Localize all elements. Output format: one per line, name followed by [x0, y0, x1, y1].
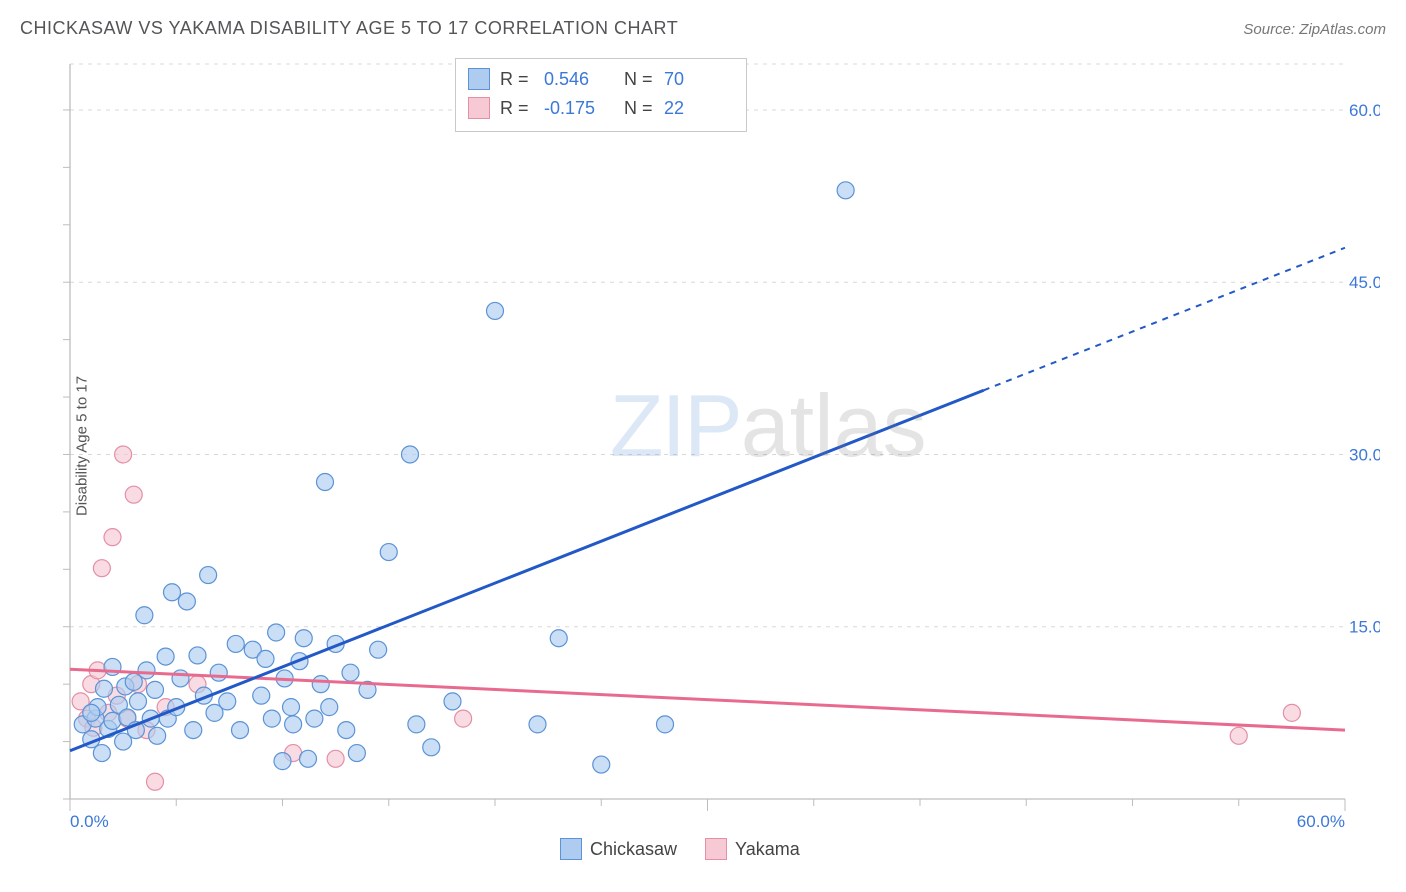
point-chickasaw	[232, 722, 249, 739]
point-chickasaw	[423, 739, 440, 756]
series-legend: Chickasaw Yakama	[560, 838, 800, 860]
point-chickasaw	[342, 664, 359, 681]
n-label: N =	[624, 94, 654, 123]
point-chickasaw	[487, 302, 504, 319]
point-chickasaw	[306, 710, 323, 727]
legend-swatch	[560, 838, 582, 860]
legend-swatch	[468, 97, 490, 119]
scatter-chart-svg: 0.0% 60.0% 15.0% 30.0% 45.0% 60.0%	[50, 52, 1380, 832]
point-chickasaw	[157, 648, 174, 665]
point-chickasaw	[312, 676, 329, 693]
point-chickasaw	[550, 630, 567, 647]
point-chickasaw	[83, 704, 100, 721]
source-name: ZipAtlas.com	[1299, 21, 1386, 38]
series-legend-item: Yakama	[705, 838, 800, 860]
point-chickasaw	[219, 693, 236, 710]
chart-title: CHICKASAW VS YAKAMA DISABILITY AGE 5 TO …	[20, 18, 678, 39]
point-chickasaw	[138, 662, 155, 679]
point-yakama	[1283, 704, 1300, 721]
point-chickasaw	[185, 722, 202, 739]
point-yakama	[104, 529, 121, 546]
point-chickasaw	[147, 681, 164, 698]
point-chickasaw	[93, 745, 110, 762]
point-chickasaw	[402, 446, 419, 463]
series-legend-item: Chickasaw	[560, 838, 677, 860]
point-chickasaw	[300, 750, 317, 767]
point-chickasaw	[253, 687, 270, 704]
point-chickasaw	[164, 584, 181, 601]
point-chickasaw	[408, 716, 425, 733]
point-chickasaw	[104, 712, 121, 729]
x-tick-label: 0.0%	[70, 812, 109, 831]
point-chickasaw	[370, 641, 387, 658]
source-prefix: Source:	[1243, 21, 1299, 38]
point-yakama	[1230, 727, 1247, 744]
point-chickasaw	[227, 635, 244, 652]
point-chickasaw	[283, 699, 300, 716]
point-chickasaw	[257, 650, 274, 667]
point-chickasaw	[172, 670, 189, 687]
point-chickasaw	[263, 710, 280, 727]
point-yakama	[125, 486, 142, 503]
point-chickasaw	[268, 624, 285, 641]
y-tick-label: 30.0%	[1349, 445, 1380, 464]
point-yakama	[147, 773, 164, 790]
point-chickasaw	[338, 722, 355, 739]
legend-swatch	[705, 838, 727, 860]
correlation-legend-row: R = -0.175 N = 22	[468, 94, 734, 123]
point-chickasaw	[200, 567, 217, 584]
correlation-legend-row: R = 0.546 N = 70	[468, 65, 734, 94]
legend-swatch	[468, 68, 490, 90]
point-chickasaw	[136, 607, 153, 624]
point-chickasaw	[837, 182, 854, 199]
series-legend-label: Yakama	[735, 839, 800, 860]
point-chickasaw	[529, 716, 546, 733]
r-value: -0.175	[544, 94, 614, 123]
point-chickasaw	[285, 716, 302, 733]
chart-header: CHICKASAW VS YAKAMA DISABILITY AGE 5 TO …	[20, 18, 1386, 39]
n-label: N =	[624, 65, 654, 94]
point-chickasaw	[130, 693, 147, 710]
point-yakama	[115, 446, 132, 463]
n-value: 70	[664, 65, 734, 94]
n-value: 22	[664, 94, 734, 123]
point-chickasaw	[178, 593, 195, 610]
point-chickasaw	[295, 630, 312, 647]
point-chickasaw	[317, 474, 334, 491]
point-chickasaw	[444, 693, 461, 710]
series-legend-label: Chickasaw	[590, 839, 677, 860]
point-chickasaw	[593, 756, 610, 773]
correlation-legend: R = 0.546 N = 70 R = -0.175 N = 22	[455, 58, 747, 132]
point-chickasaw	[321, 699, 338, 716]
point-chickasaw	[189, 647, 206, 664]
x-tick-label: 60.0%	[1297, 812, 1345, 831]
y-tick-label: 60.0%	[1349, 101, 1380, 120]
r-value: 0.546	[544, 65, 614, 94]
source-attribution: Source: ZipAtlas.com	[1243, 21, 1386, 38]
point-yakama	[327, 750, 344, 767]
plot-area: 0.0%60.0%15.0%30.0%45.0%60.0% ZIPatlas	[50, 52, 1380, 832]
y-tick-label: 45.0%	[1349, 273, 1380, 292]
point-chickasaw	[657, 716, 674, 733]
point-chickasaw	[149, 727, 166, 744]
r-label: R =	[500, 65, 534, 94]
trendline-chickasaw-dashed	[984, 248, 1345, 391]
point-chickasaw	[96, 680, 113, 697]
point-chickasaw	[274, 753, 291, 770]
point-chickasaw	[380, 544, 397, 561]
point-chickasaw	[210, 664, 227, 681]
point-yakama	[455, 710, 472, 727]
point-yakama	[93, 560, 110, 577]
point-chickasaw	[348, 745, 365, 762]
r-label: R =	[500, 94, 534, 123]
y-tick-label: 15.0%	[1349, 618, 1380, 637]
